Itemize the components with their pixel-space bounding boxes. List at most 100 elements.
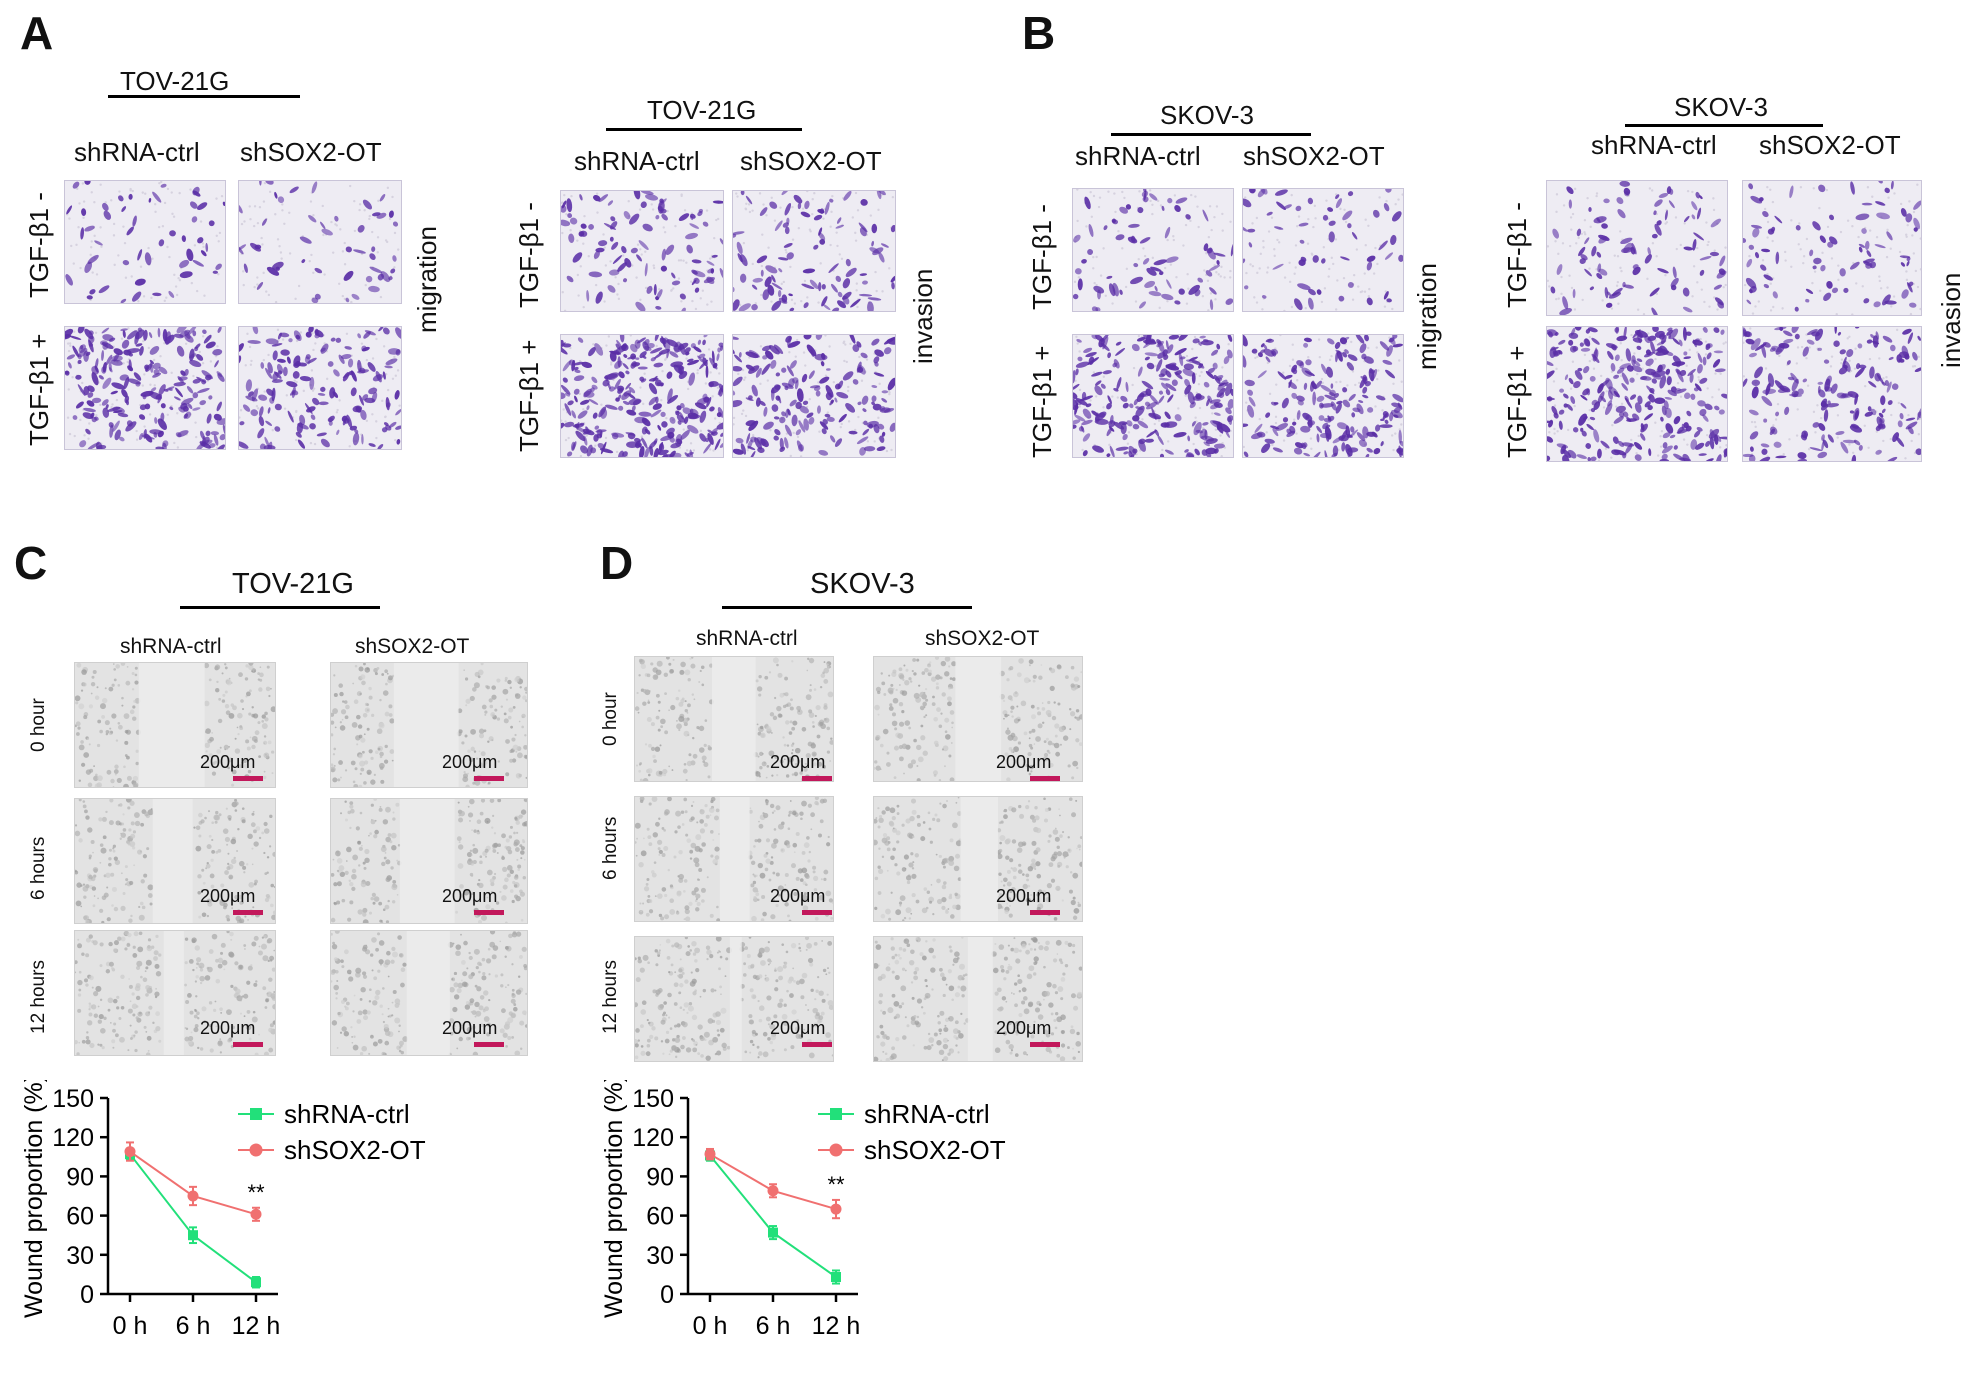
y-tick-label: 30 — [646, 1242, 674, 1270]
data-point — [704, 1148, 716, 1160]
scale-bar — [1030, 776, 1060, 781]
series-line — [709, 1153, 837, 1211]
data-point — [187, 1190, 199, 1202]
row-label-tgf-plus: TGF-β1 + — [514, 339, 544, 452]
cell-line-title: TOV-21G — [647, 95, 757, 125]
stain-image — [1742, 180, 1922, 316]
scale-label: 200μm — [770, 1018, 826, 1038]
panel-label-d: D — [600, 537, 634, 589]
stain-image — [1242, 188, 1404, 312]
stain-image — [1546, 180, 1728, 316]
series-line — [709, 1154, 837, 1278]
significance-marker: ** — [247, 1180, 265, 1205]
legend-marker — [829, 1143, 843, 1157]
row-label-time: 12 hours — [600, 960, 621, 1034]
data-point — [250, 1208, 262, 1220]
y-tick-label: 30 — [66, 1242, 94, 1270]
wound-image — [330, 930, 528, 1056]
stain-image — [238, 180, 402, 304]
column-label-shsox2-ot: shSOX2-OT — [1759, 130, 1901, 160]
scale-bar — [233, 910, 263, 915]
x-tick-label: 12 h — [232, 1312, 281, 1340]
y-tick-label: 60 — [646, 1203, 674, 1231]
wound-image — [74, 798, 276, 924]
column-label-shrna-ctrl: shRNA-ctrl — [1075, 141, 1201, 171]
row-label-tgf-plus: TGF-β1 + — [1027, 345, 1057, 458]
cell-line-title: SKOV-3 — [810, 568, 915, 600]
data-point — [124, 1146, 136, 1158]
panel-label-c: C — [14, 537, 48, 589]
scale-bar — [1030, 1042, 1060, 1047]
legend-label: shSOX2-OT — [284, 1135, 426, 1165]
cell-line-title: TOV-21G — [232, 568, 354, 600]
scale-label: 200μm — [200, 886, 256, 906]
legend-label: shSOX2-OT — [864, 1135, 1006, 1165]
scale-bar — [802, 1042, 832, 1047]
cell-line-title: SKOV-3 — [1674, 92, 1768, 122]
data-point — [830, 1203, 842, 1215]
scale-label: 200μm — [770, 752, 826, 772]
data-point — [767, 1185, 779, 1197]
wound-proportion-chart-tov21g: 0 30 60 90 120 150 0 h 6 h 12 h Wound proportion … — [20, 1080, 426, 1340]
row-label-tgf-plus: TGF-β1 + — [24, 333, 54, 446]
wound-image — [330, 662, 528, 788]
scale-label: 200μm — [770, 886, 826, 906]
stain-image — [1072, 188, 1234, 312]
wound-image — [634, 796, 834, 922]
y-tick-label: 120 — [632, 1124, 674, 1152]
row-label-tgf-minus: TGF-β1 - — [24, 192, 54, 298]
legend-label: shRNA-ctrl — [864, 1099, 990, 1129]
data-point — [251, 1277, 261, 1288]
stain-image — [64, 326, 226, 450]
x-tick-label: 6 h — [176, 1312, 211, 1340]
column-label-shrna-ctrl: shRNA-ctrl — [120, 635, 222, 658]
scale-label: 200μm — [996, 1018, 1052, 1038]
row-label-tgf-minus: TGF-β1 - — [1027, 204, 1057, 310]
assay-label-invasion: invasion — [908, 268, 938, 364]
y-tick-label: 150 — [632, 1085, 674, 1113]
column-label-shsox2-ot: shSOX2-OT — [1243, 141, 1385, 171]
wound-image — [74, 662, 276, 788]
row-label-tgf-minus: TGF-β1 - — [514, 202, 544, 308]
wound-image — [330, 798, 528, 924]
stain-image — [1742, 326, 1922, 462]
cell-line-bar — [180, 606, 380, 609]
scale-bar — [474, 910, 504, 915]
legend-marker — [250, 1108, 262, 1120]
cell-line-bar — [1625, 124, 1823, 127]
legend-label: shRNA-ctrl — [284, 1099, 410, 1129]
y-tick-label: 90 — [66, 1163, 94, 1191]
x-tick-label: 0 h — [693, 1312, 728, 1340]
cell-line-bar — [606, 128, 802, 131]
cell-line-title: TOV-21G — [120, 66, 230, 96]
row-label-time: 6 hours — [28, 836, 49, 900]
scale-bar — [1030, 910, 1060, 915]
scale-bar — [802, 910, 832, 915]
stain-image — [238, 326, 402, 450]
panel-label-a: A — [20, 7, 54, 59]
series-line — [129, 1153, 257, 1284]
data-point — [831, 1272, 841, 1283]
scale-label: 200μm — [200, 752, 256, 772]
stain-image — [1072, 334, 1234, 458]
scale-label: 200μm — [996, 752, 1052, 772]
data-point — [188, 1230, 198, 1241]
row-label-tgf-minus: TGF-β1 - — [1502, 202, 1532, 308]
column-label-shrna-ctrl: shRNA-ctrl — [574, 146, 700, 176]
scale-bar — [474, 776, 504, 781]
stain-image — [1546, 326, 1728, 462]
y-axis-label: Wound proportion (%) — [20, 1080, 48, 1318]
column-label-shsox2-ot: shSOX2-OT — [240, 137, 382, 167]
scale-label: 200μm — [442, 886, 498, 906]
y-tick-label: 0 — [660, 1281, 674, 1309]
x-tick-label: 0 h — [113, 1312, 148, 1340]
row-label-time: 0 hour — [600, 692, 621, 746]
y-tick-label: 0 — [80, 1281, 94, 1309]
scale-label: 200μm — [996, 886, 1052, 906]
assay-label-invasion: invasion — [1936, 272, 1965, 368]
y-axis-label: Wound proportion (%) — [600, 1080, 628, 1318]
panel-label-b: B — [1022, 7, 1056, 59]
y-tick-label: 90 — [646, 1163, 674, 1191]
assay-label-migration: migration — [1412, 263, 1442, 370]
scale-bar — [802, 776, 832, 781]
